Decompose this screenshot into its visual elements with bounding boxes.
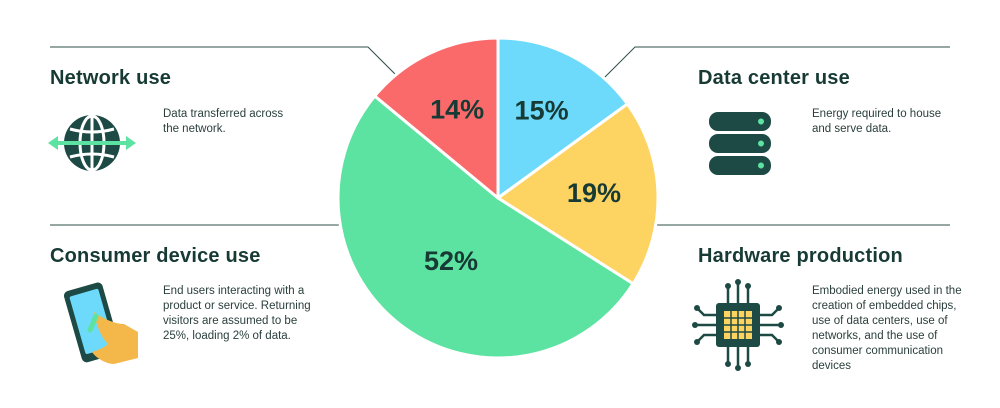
pie-slices — [336, 36, 660, 360]
server-stack-icon — [709, 112, 771, 175]
hardware-description: Embodied energy used in the creation of … — [812, 285, 962, 372]
network-description-block: Data transferred across the network. — [163, 107, 293, 137]
consumer-description-block: End users interacting with a product or … — [163, 284, 313, 344]
hardware-section: Hardware production — [698, 245, 998, 268]
datacenter-title: Data center use — [698, 67, 850, 89]
pie-labels: 15% 19% 52% 14% — [424, 94, 621, 276]
chip-icon — [692, 279, 784, 371]
datacenter-description-block: Energy required to house and serve data. — [812, 107, 942, 137]
pie-slice-network-use — [373, 36, 500, 200]
pie-label-data-center-use: 15% — [515, 96, 569, 126]
network-title: Network use — [50, 67, 172, 89]
globe-arrows-icon — [48, 114, 136, 172]
network-section: Network use — [50, 67, 310, 90]
pie-label-network-use: 14% — [430, 94, 484, 124]
consumer-title: Consumer device use — [50, 245, 261, 267]
network-description: Data transferred across the network. — [163, 108, 284, 135]
consumer-description: End users interacting with a product or … — [163, 285, 311, 342]
pie-slice-hardware-production — [496, 102, 660, 286]
datacenter-description: Energy required to house and serve data. — [812, 108, 942, 135]
consumer-section: Consumer device use — [50, 245, 350, 268]
pie-label-consumer-device-use: 52% — [424, 246, 478, 276]
pie-label-hardware-production: 19% — [567, 178, 621, 208]
datacenter-section: Data center use — [698, 67, 958, 90]
hardware-description-block: Embodied energy used in the creation of … — [812, 284, 972, 374]
pie-slice-consumer-device-use — [336, 94, 635, 360]
hardware-title: Hardware production — [698, 245, 903, 267]
pie-slice-data-center-use — [496, 36, 629, 200]
hand-phone-icon — [63, 282, 138, 364]
